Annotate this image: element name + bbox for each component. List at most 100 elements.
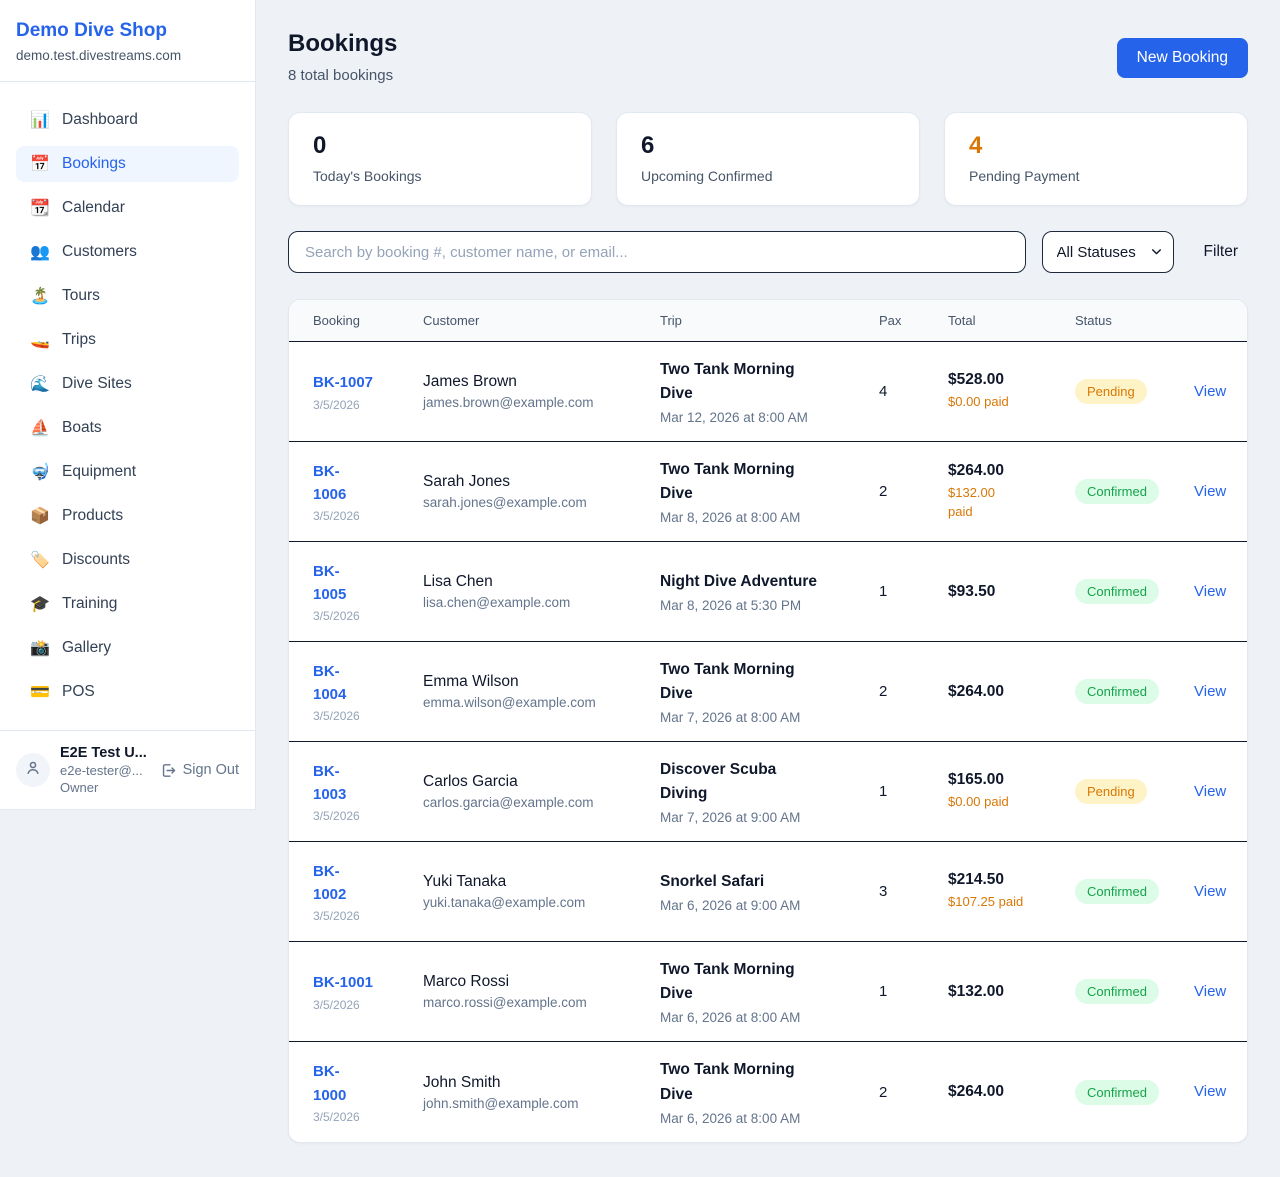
trip-cell: Discover Scuba Diving Mar 7, 2026 at 9:00 … xyxy=(660,758,879,825)
trip-name: Two Tank Morning Dive xyxy=(660,960,795,1002)
status-badge: Confirmed xyxy=(1075,1079,1159,1105)
customer-name: James Brown xyxy=(423,373,517,390)
customer-email: yuki.tanaka@example.com xyxy=(423,895,586,910)
booking-cell: BK- 1005 3/5/2026 xyxy=(313,560,423,624)
customer-email: james.brown@example.com xyxy=(423,395,594,410)
sidebar-item-label: Dashboard xyxy=(62,111,138,128)
sidebar-item-discounts[interactable]: 🏷️ Discounts xyxy=(16,542,239,578)
booking-cell: BK- 1003 3/5/2026 xyxy=(313,760,423,824)
view-link[interactable]: View xyxy=(1194,382,1227,400)
trip-cell: Two Tank Morning Dive Mar 6, 2026 at 8:00 … xyxy=(660,1058,879,1125)
column-header-total: Total xyxy=(948,313,976,328)
table-row: BK-1007 3/5/2026 James Brown james.brown@ex… xyxy=(289,342,1247,442)
sidebar-item-trips[interactable]: 🚤 Trips xyxy=(16,322,239,358)
table-row: BK-1001 3/5/2026 Marco Rossi marco.rossi@ex… xyxy=(289,942,1247,1042)
trip-name: Two Tank Morning Dive xyxy=(660,1061,795,1103)
status-cell: Confirmed xyxy=(1075,679,1194,704)
total-amount: $264.00 xyxy=(948,682,1005,700)
total-amount: $528.00 xyxy=(948,371,1005,389)
tag-icon: 🏷️ xyxy=(30,552,50,569)
camera-icon: 📸 xyxy=(30,640,50,657)
bar-chart-icon: 📊 xyxy=(30,112,50,129)
booking-id-link[interactable]: BK- 1003 xyxy=(313,762,347,803)
total-cell: $528.00 $0.00 paid xyxy=(948,371,1075,412)
booking-id-link[interactable]: BK-1007 xyxy=(313,374,374,392)
trip-datetime: Mar 8, 2026 at 8:00 AM xyxy=(660,510,801,526)
customer-name: Carlos Garcia xyxy=(423,773,518,790)
paid-amount: $0.00 paid xyxy=(948,794,1009,810)
new-booking-button[interactable]: New Booking xyxy=(1116,38,1248,78)
view-link[interactable]: View xyxy=(1194,882,1227,900)
customer-email: sarah.jones@example.com xyxy=(423,495,587,510)
sidebar-item-label: Discounts xyxy=(62,551,131,568)
sidebar-item-label: Training xyxy=(62,595,118,612)
trip-name: Two Tank Morning Dive xyxy=(660,460,795,502)
customer-cell: Yuki Tanaka yuki.tanaka@example.com xyxy=(423,873,660,910)
sidebar-item-label: Calendar xyxy=(62,199,125,216)
view-link[interactable]: View xyxy=(1194,482,1227,500)
main-content: Bookings 8 total bookings New Booking 0 T… xyxy=(256,0,1280,1177)
view-link[interactable]: View xyxy=(1194,682,1227,700)
sidebar-item-label: Products xyxy=(62,507,124,524)
paid-amount: $0.00 paid xyxy=(948,394,1009,410)
search-input[interactable] xyxy=(288,231,1026,273)
booking-date: 3/5/2026 xyxy=(313,1109,360,1124)
sidebar-item-bookings[interactable]: 📅 Bookings xyxy=(16,146,239,182)
sidebar-item-gallery[interactable]: 📸 Gallery xyxy=(16,630,239,666)
trip-datetime: Mar 7, 2026 at 9:00 AM xyxy=(660,810,801,826)
credit-card-icon: 💳 xyxy=(30,684,50,701)
sidebar-item-customers[interactable]: 👥 Customers xyxy=(16,234,239,270)
booking-id-link[interactable]: BK- 1000 xyxy=(313,1063,347,1104)
view-link[interactable]: View xyxy=(1194,1083,1227,1100)
trip-datetime: Mar 6, 2026 at 8:00 AM xyxy=(660,1110,801,1126)
stat-card-upcoming-confirmed: 6 Upcoming Confirmed xyxy=(616,112,920,206)
status-cell: Confirmed xyxy=(1075,1079,1194,1105)
sidebar-item-calendar[interactable]: 📆 Calendar xyxy=(16,190,239,226)
trip-name: Discover Scuba Diving xyxy=(660,760,777,802)
sidebar-item-equipment[interactable]: 🤿 Equipment xyxy=(16,454,239,490)
booking-id-link[interactable]: BK- 1005 xyxy=(313,562,347,603)
booking-cell: BK- 1006 3/5/2026 xyxy=(313,460,423,524)
booking-date: 3/5/2026 xyxy=(313,809,360,824)
pax-cell: 1 xyxy=(879,983,888,1000)
sidebar-item-tours[interactable]: 🏝️ Tours xyxy=(16,278,239,314)
sign-out-button[interactable]: Sign Out xyxy=(160,762,239,779)
total-cell: $264.00 $132.00 paid xyxy=(948,462,1075,522)
sidebar-item-boats[interactable]: ⛵ Boats xyxy=(16,410,239,446)
trip-datetime: Mar 8, 2026 at 5:30 PM xyxy=(660,598,802,613)
person-icon xyxy=(24,759,42,782)
calendar-date-icon: 📅 xyxy=(30,156,50,173)
status-badge: Confirmed xyxy=(1075,879,1159,904)
trip-datetime: Mar 6, 2026 at 8:00 AM xyxy=(660,1010,801,1026)
booking-id-link[interactable]: BK- 1006 xyxy=(313,462,347,503)
view-link[interactable]: View xyxy=(1194,582,1227,600)
sidebar-item-label: Equipment xyxy=(62,463,137,480)
customer-cell: Emma Wilson emma.wilson@example.com xyxy=(423,673,660,710)
sidebar-item-label: Boats xyxy=(62,419,102,436)
stat-label: Today's Bookings xyxy=(313,168,422,184)
customer-cell: John Smith john.smith@example.com xyxy=(423,1074,660,1111)
booking-id-link[interactable]: BK-1001 xyxy=(313,974,374,992)
user-email: e2e-tester@... xyxy=(60,763,143,778)
status-cell: Pending xyxy=(1075,379,1194,404)
stat-value: 6 xyxy=(641,132,655,159)
status-badge: Confirmed xyxy=(1075,979,1159,1004)
booking-id-link[interactable]: BK- 1002 xyxy=(313,862,347,903)
filter-button[interactable]: Filter xyxy=(1194,237,1248,267)
view-link[interactable]: View xyxy=(1194,782,1227,800)
wave-icon: 🌊 xyxy=(30,376,50,393)
actions-cell: View xyxy=(1194,983,1226,1001)
view-link[interactable]: View xyxy=(1194,982,1227,1000)
total-amount: $264.00 xyxy=(948,461,1005,479)
total-cell: $214.50 $107.25 paid xyxy=(948,871,1075,912)
status-select[interactable]: All Statuses xyxy=(1041,231,1174,273)
sidebar-item-training[interactable]: 🎓 Training xyxy=(16,586,239,622)
sidebar-item-dashboard[interactable]: 📊 Dashboard xyxy=(16,102,239,138)
column-header-booking: Booking xyxy=(313,313,360,328)
bookings-table: Booking Customer Trip Pax Total Status BK-100… xyxy=(288,299,1248,1143)
sidebar-item-products[interactable]: 📦 Products xyxy=(16,498,239,534)
actions-cell: View xyxy=(1194,583,1226,601)
booking-id-link[interactable]: BK- 1004 xyxy=(313,662,347,703)
sidebar-item-pos[interactable]: 💳 POS xyxy=(16,674,239,710)
sidebar-item-dive-sites[interactable]: 🌊 Dive Sites xyxy=(16,366,239,402)
